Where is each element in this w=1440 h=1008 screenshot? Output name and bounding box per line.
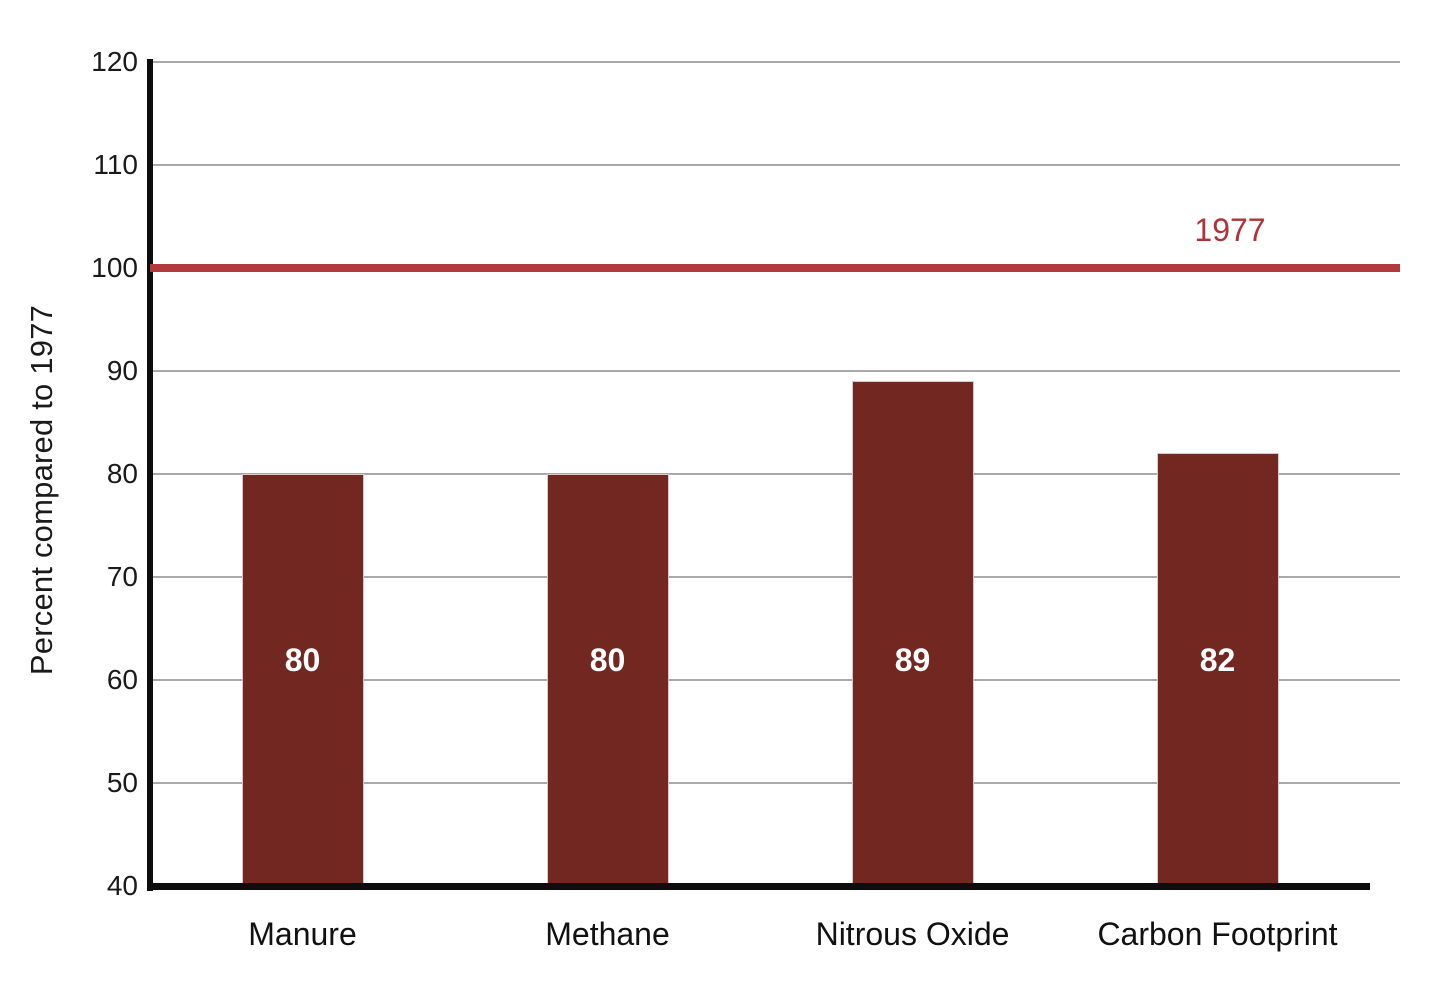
y-tick-label-50: 50 — [106, 767, 138, 798]
y-tick-label-60: 60 — [106, 664, 138, 695]
bar-value-label: 89 — [894, 642, 931, 678]
y-gridline-120 — [150, 61, 1400, 63]
y-gridline-110 — [150, 164, 1400, 166]
bar-carbon-footprint — [1156, 453, 1279, 890]
y-gridline-80 — [150, 473, 1400, 475]
y-gridline-50 — [150, 782, 1400, 784]
y-tick-label-100: 100 — [91, 252, 138, 283]
y-tick-label-110: 110 — [93, 149, 138, 180]
x-axis-line — [147, 883, 1370, 890]
bar-value-label: 80 — [589, 642, 626, 678]
y-tick-label-90: 90 — [106, 355, 138, 386]
y-gridline-60 — [150, 679, 1400, 681]
bar-nitrous-oxide — [851, 381, 974, 890]
x-category-label: Carbon Footprint — [1097, 916, 1338, 952]
bar-value-label: 82 — [1199, 642, 1236, 678]
y-axis-line — [147, 59, 153, 891]
y-tick-label-70: 70 — [106, 561, 138, 592]
y-tick-label-80: 80 — [106, 458, 138, 489]
y-tick-label-40: 40 — [106, 870, 138, 901]
bar-value-label: 80 — [284, 642, 321, 678]
bar-methane — [546, 474, 669, 890]
x-category-label: Methane — [545, 916, 670, 952]
y-gridline-90 — [150, 370, 1400, 372]
x-category-label: Manure — [248, 916, 357, 952]
bar-manure — [241, 474, 364, 890]
y-gridline-70 — [150, 576, 1400, 578]
x-category-label: Nitrous Oxide — [815, 916, 1010, 952]
reference-line-1977 — [150, 264, 1400, 272]
reference-line-label: 1977 — [1194, 212, 1266, 248]
y-tick-label-120: 120 — [91, 46, 138, 77]
